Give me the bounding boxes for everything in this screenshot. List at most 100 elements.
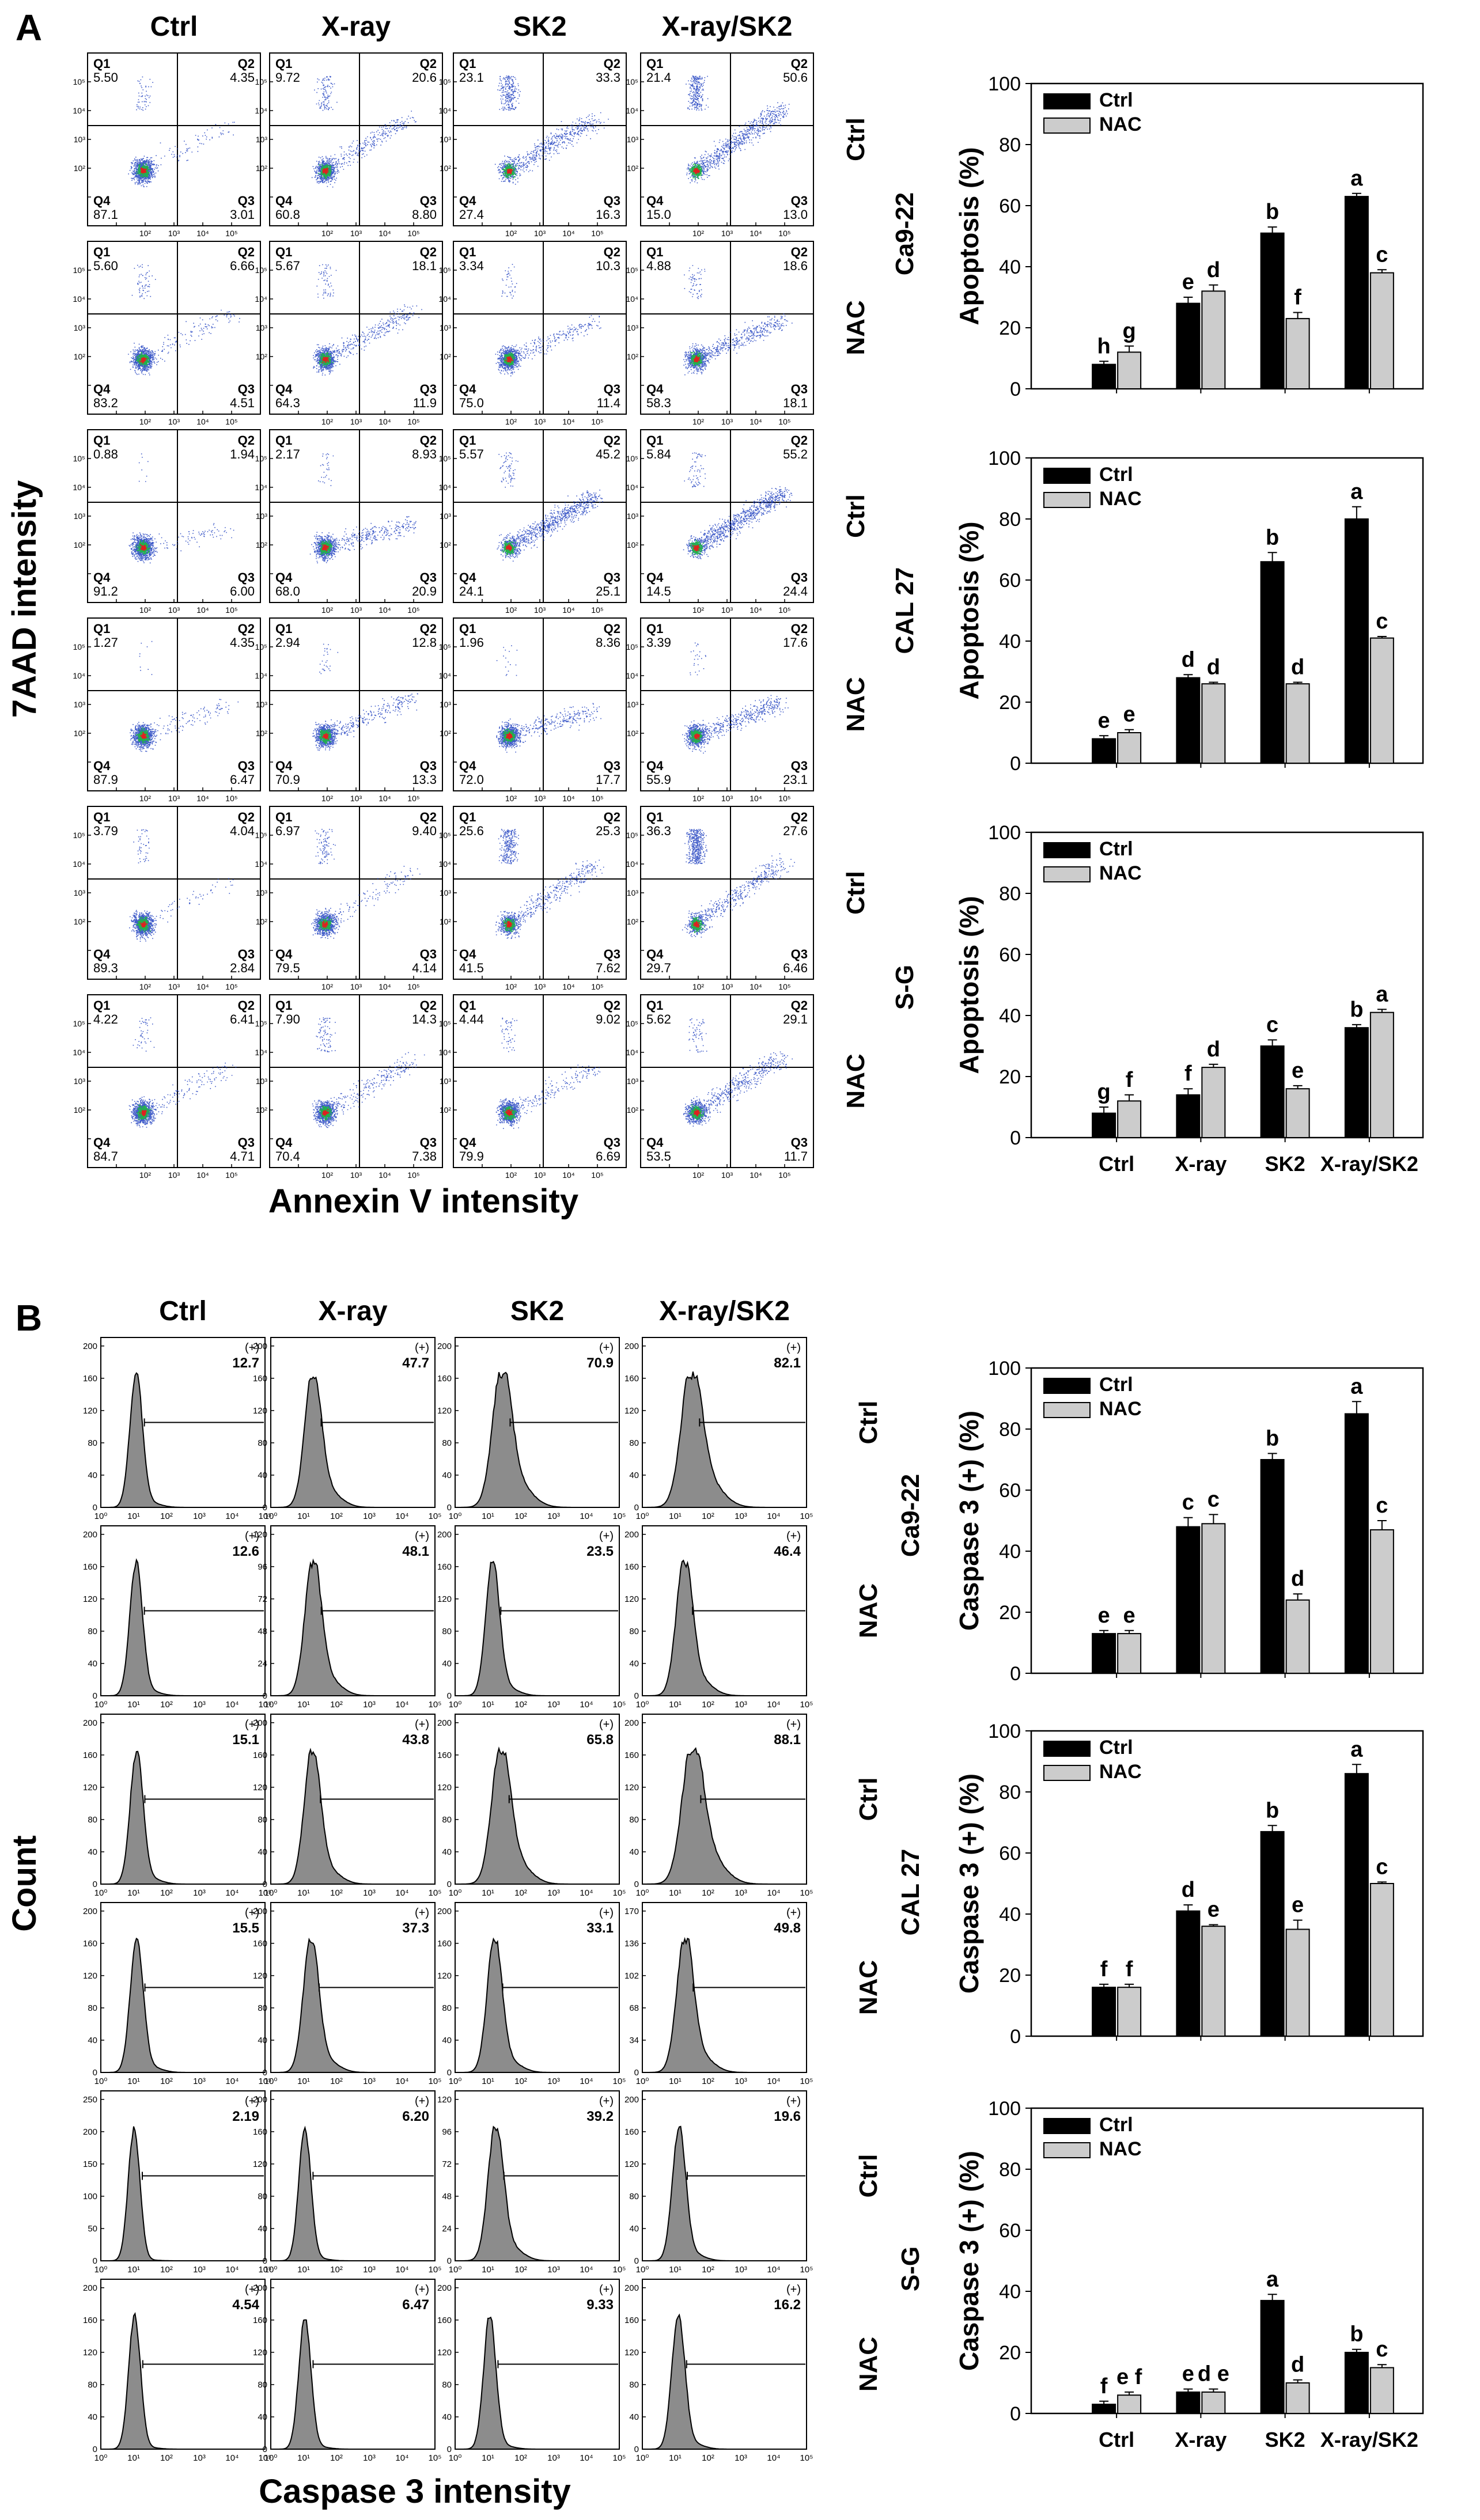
q3-label: Q3 [238, 194, 255, 208]
q2-value: 6.66 [230, 259, 255, 273]
y-tick-label: 10⁵ [439, 831, 451, 840]
legend-swatch [1043, 842, 1091, 858]
q2-value: 50.6 [783, 70, 808, 85]
histogram-curve [101, 2126, 265, 2261]
y-tick-label: 10³ [440, 888, 452, 897]
x-tick-label: 10³ [534, 229, 546, 238]
y-tick-label: 40 [88, 2412, 97, 2422]
x-tick-label: 10⁴ [750, 229, 762, 238]
q1-label: Q1 [93, 433, 110, 448]
x-tick-label: 10⁰ [264, 1888, 278, 1898]
significance-letter: g [1097, 1080, 1111, 1104]
dot-plot: 10² 10² 10³ 10³ 10⁴ 10⁴ 10⁵ 10⁵ Q11.27 Q24.35 Q487… [73, 617, 261, 803]
column-header-a: SK2 [513, 12, 566, 42]
x-tick-label: 10⁰ [449, 1700, 462, 1710]
q4-label: Q4 [93, 382, 111, 396]
bar [1344, 1773, 1369, 2037]
x-tick-label: 10³ [735, 1888, 747, 1898]
significance-letter: c [1376, 2337, 1388, 2362]
x-tick-label: 10³ [547, 1700, 560, 1710]
q4-value: 79.9 [459, 1149, 484, 1164]
q2-label: Q2 [604, 56, 620, 71]
category-label: X-ray [1175, 1152, 1227, 1176]
x-tick-label: 10⁵ [778, 982, 790, 991]
gate-label: (+) [786, 2095, 801, 2108]
dot-hotspot [139, 1110, 147, 1117]
x-tick-label: 10¹ [297, 2265, 310, 2275]
q4-label: Q4 [275, 194, 293, 208]
q4-value: 87.9 [93, 772, 118, 787]
x-tick-label: 10³ [547, 1511, 560, 1521]
q3-value: 8.80 [412, 207, 437, 222]
q1-label: Q1 [646, 622, 663, 636]
y-tick-label: 10⁴ [73, 671, 85, 680]
y-axis-label-a: 7AAD intensity [6, 480, 43, 718]
x-tick-label: 10⁴ [767, 1700, 780, 1710]
y-tick-label: 10² [627, 917, 639, 926]
histogram-plot: (+)12.6 0 40 80 120 160 200 10⁰ 10¹ 10² 10³ 10⁴ 10⁵ [83, 1525, 271, 1710]
x-tick-label: 10¹ [669, 2076, 682, 2086]
gate-label: (+) [415, 1530, 429, 1543]
dot-hotspot [506, 732, 513, 740]
y-tick-label: 24 [258, 1659, 267, 1669]
y-tick-label: 200 [624, 2283, 639, 2293]
significance-letter: f [1126, 1068, 1133, 1092]
y-tick-label: 100 [988, 2098, 1021, 2120]
x-tick-label: 10⁴ [750, 982, 762, 991]
x-tick-label: 10³ [363, 2076, 376, 2086]
y-tick-label: 0 [263, 1691, 267, 1701]
y-tick-label: 10³ [627, 135, 639, 144]
y-tick-label: 80 [999, 1782, 1021, 1803]
q2-label: Q2 [791, 810, 808, 824]
y-tick-label: 100 [988, 822, 1021, 844]
q1-value: 5.50 [93, 70, 118, 85]
dot-plot-frame [269, 241, 443, 415]
y-tick-label: 160 [83, 2316, 97, 2325]
y-tick-label: 10⁵ [255, 642, 267, 651]
bar [1369, 272, 1394, 389]
gate-label: (+) [415, 1907, 429, 1919]
q3-label: Q3 [420, 570, 437, 585]
q1-label: Q1 [459, 56, 476, 71]
x-tick-label: 10² [514, 1700, 527, 1710]
q4-label: Q4 [93, 570, 111, 585]
y-tick-label: 10⁵ [73, 266, 85, 275]
y-tick-label: 0 [634, 1879, 639, 1889]
gate-value: 33.1 [586, 1920, 614, 1936]
significance-letter: b [1266, 525, 1279, 550]
q4-value: 87.1 [93, 207, 118, 222]
q4-value: 41.5 [459, 961, 484, 975]
y-tick-label: 10⁴ [255, 483, 267, 492]
x-tick-label: 10³ [547, 2265, 560, 2275]
histogram-curve [455, 1371, 619, 1508]
bar [1260, 2299, 1285, 2414]
q1-value: 5.62 [646, 1012, 671, 1026]
x-tick-label: 10¹ [297, 2453, 310, 2463]
significance-letter: e f [1116, 2365, 1142, 2389]
x-tick-label: 10⁵ [778, 605, 790, 615]
gate-label: (+) [245, 1342, 259, 1354]
y-tick-label: 10² [74, 917, 86, 926]
gate-value: 12.7 [232, 1355, 259, 1371]
x-tick-label: 10⁵ [613, 1700, 626, 1710]
significance-letter: d [1291, 655, 1304, 680]
gate-value: 49.8 [774, 1920, 801, 1936]
q1-value: 1.96 [459, 635, 484, 650]
legend-swatch [1043, 2142, 1091, 2158]
q1-value: 36.3 [646, 824, 671, 838]
y-tick-label: 10⁴ [626, 294, 638, 304]
q1-value: 2.17 [275, 447, 300, 461]
histogram-plot: (+)9.33 0 40 80 120 160 200 10⁰ 10¹ 10² 10³ 10⁴ 10⁵ [437, 2279, 626, 2463]
q3-value: 6.00 [230, 584, 255, 598]
gate-label: (+) [786, 1342, 801, 1354]
q4-value: 75.0 [459, 396, 484, 410]
histogram-curve [271, 1748, 435, 1885]
y-tick-label: 100 [83, 2192, 97, 2201]
legend-label: Ctrl [1099, 1737, 1133, 1759]
q3-label: Q3 [791, 382, 808, 396]
bar [1260, 1459, 1285, 1674]
y-tick-label: 10⁴ [438, 671, 451, 680]
q4-value: 53.5 [646, 1149, 671, 1164]
